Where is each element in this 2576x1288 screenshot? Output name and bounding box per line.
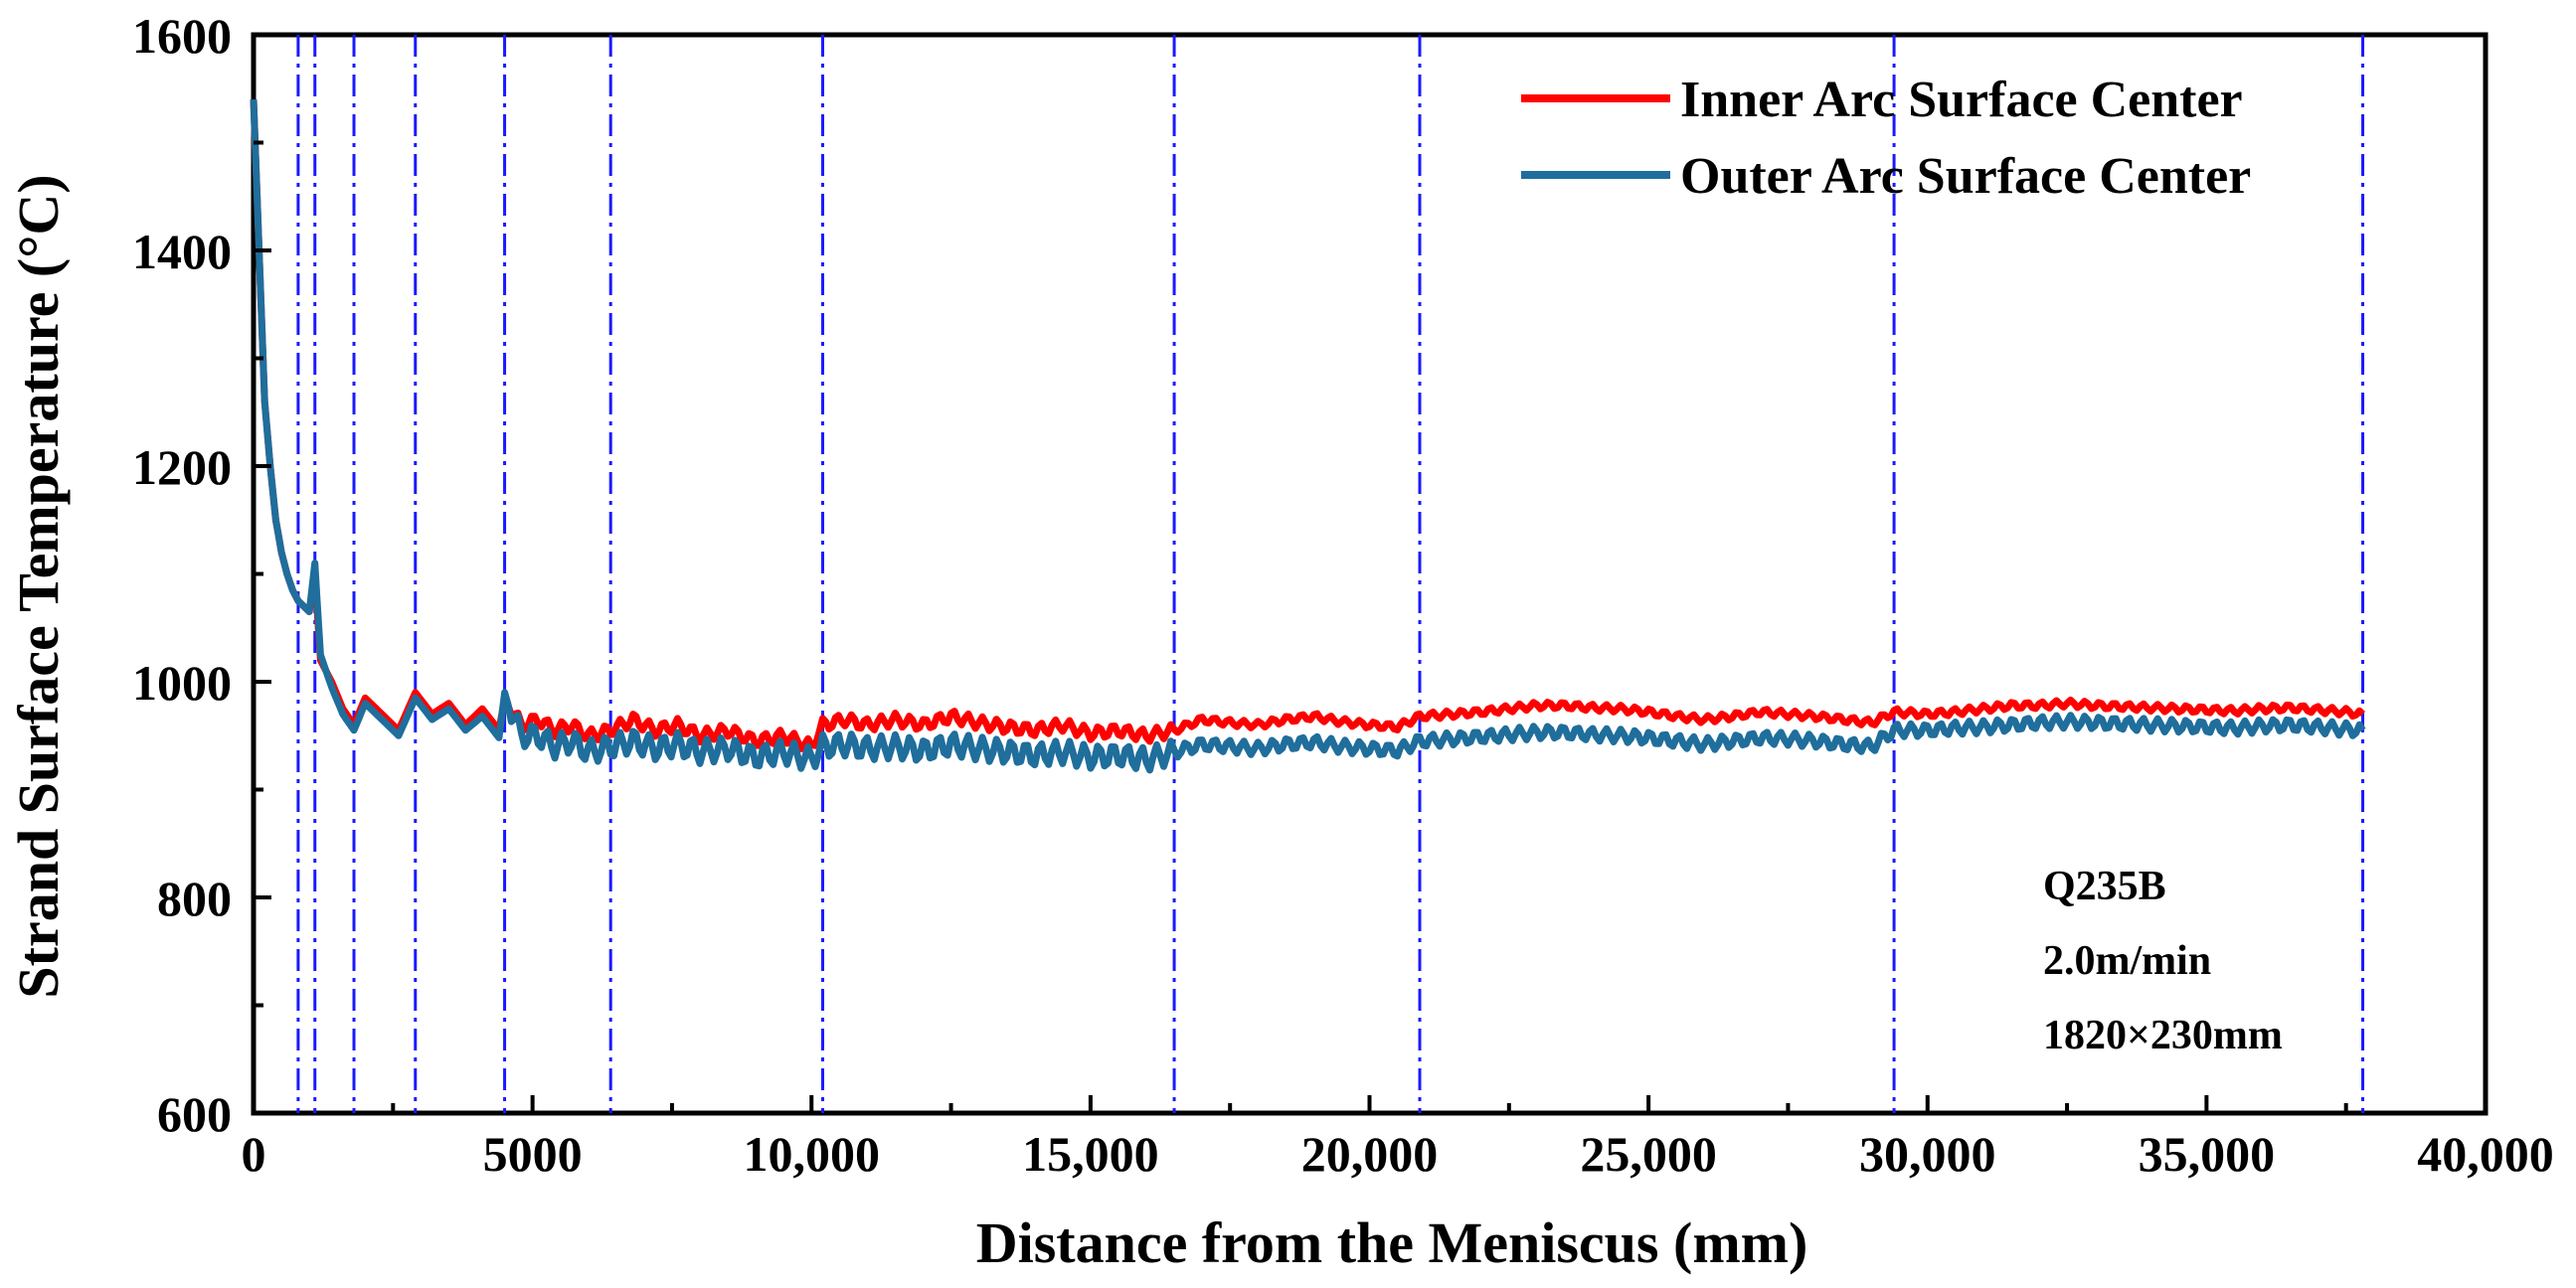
x-tick-label-2: 10,000 — [744, 1126, 881, 1182]
x-tick-label-1: 5000 — [483, 1126, 583, 1182]
annotation-section-size: 1820×230mm — [2043, 1013, 2283, 1058]
annotation-box: Q235B 2.0m/min 1820×230mm — [2043, 864, 2283, 1058]
x-tick-label-3: 15,000 — [1022, 1126, 1159, 1182]
zone-boundary-lines — [296, 35, 2365, 1113]
series-line-1 — [250, 98, 2366, 774]
y-tick-label-2: 1000 — [132, 655, 232, 711]
x-axis-ticks: 0 5000 10,000 15,000 20,000 25,000 30,000 35,00… — [242, 1095, 2554, 1182]
y-tick-label-3: 1200 — [132, 439, 232, 495]
annotation-casting-speed: 2.0m/min — [2043, 938, 2211, 984]
x-tick-label-4: 20,000 — [1301, 1126, 1439, 1182]
legend-label-inner-arc: Inner Arc Surface Center — [1680, 72, 2243, 128]
y-tick-label-5: 1600 — [132, 8, 232, 64]
x-tick-label-8: 40,000 — [2417, 1126, 2554, 1182]
series-line-0 — [250, 98, 2365, 752]
y-tick-label-0: 600 — [157, 1086, 232, 1142]
x-axis-title: Distance from the Meniscus (mm) — [976, 1210, 1808, 1275]
y-tick-label-4: 1400 — [132, 224, 232, 279]
x-tick-label-0: 0 — [242, 1126, 266, 1182]
y-axis-title: Strand Surface Temperature (°C) — [6, 174, 71, 998]
y-tick-label-1: 800 — [157, 871, 232, 926]
series-lines — [250, 98, 2366, 774]
legend: Inner Arc Surface Center Outer Arc Surfa… — [1521, 72, 2251, 205]
annotation-steel-grade: Q235B — [2043, 864, 2166, 909]
x-tick-label-7: 35,000 — [2139, 1126, 2276, 1182]
x-tick-label-6: 30,000 — [1859, 1126, 1996, 1182]
x-tick-label-5: 25,000 — [1580, 1126, 1717, 1182]
y-axis-ticks: 600 800 1000 1200 1400 1600 — [132, 8, 271, 1142]
legend-label-outer-arc: Outer Arc Surface Center — [1680, 148, 2251, 205]
